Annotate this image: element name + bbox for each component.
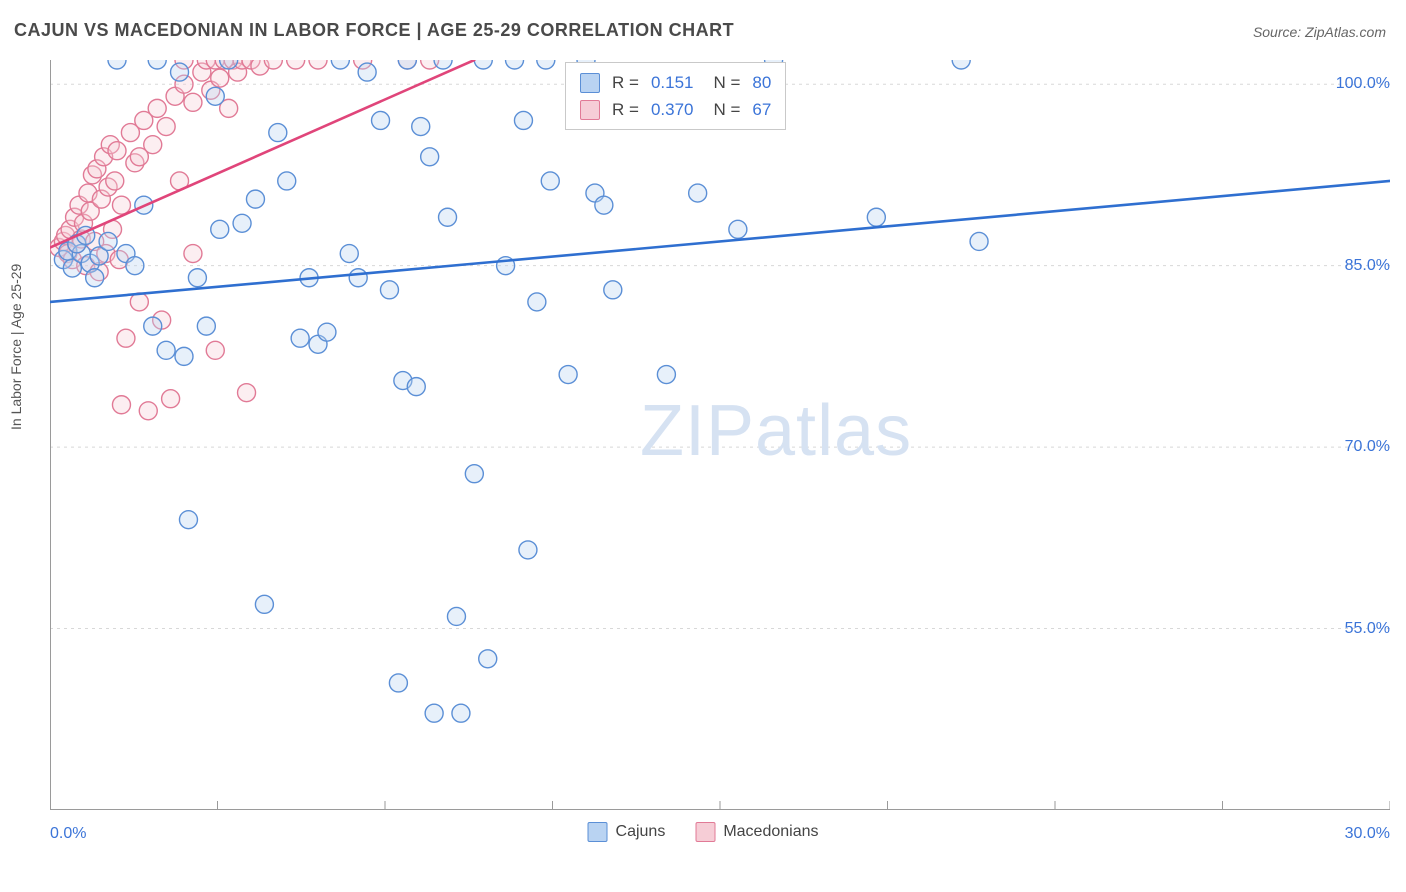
source-attribution: Source: ZipAtlas.com bbox=[1253, 24, 1386, 40]
stats-row: R = 0.151 N = 80 bbox=[580, 69, 771, 96]
x-tick-label-max: 30.0% bbox=[1345, 825, 1390, 843]
r-label: R = bbox=[612, 69, 639, 96]
legend-swatch bbox=[580, 73, 600, 93]
correlation-stats-box: R = 0.151 N = 80 R = 0.370 N = 67 bbox=[565, 62, 786, 130]
stats-row: R = 0.370 N = 67 bbox=[580, 96, 771, 123]
y-tick-label: 85.0% bbox=[1345, 257, 1390, 275]
scatter-plot-area bbox=[50, 60, 1390, 810]
legend-label: Macedonians bbox=[723, 823, 818, 840]
r-label: R = bbox=[612, 96, 639, 123]
legend: Cajuns Macedonians bbox=[588, 822, 819, 842]
n-label: N = bbox=[713, 96, 740, 123]
n-value[interactable]: 67 bbox=[752, 96, 771, 123]
y-axis-label: In Labor Force | Age 25-29 bbox=[8, 264, 24, 430]
y-tick-label: 70.0% bbox=[1345, 438, 1390, 456]
legend-swatch bbox=[695, 822, 715, 842]
legend-item: Cajuns bbox=[588, 822, 666, 842]
scatter-svg bbox=[50, 60, 1390, 810]
legend-item: Macedonians bbox=[695, 822, 818, 842]
n-value[interactable]: 80 bbox=[752, 69, 771, 96]
x-tick-label-min: 0.0% bbox=[50, 825, 86, 843]
y-tick-label: 100.0% bbox=[1336, 75, 1390, 93]
chart-title: CAJUN VS MACEDONIAN IN LABOR FORCE | AGE… bbox=[14, 20, 734, 41]
legend-swatch bbox=[580, 100, 600, 120]
legend-label: Cajuns bbox=[616, 823, 666, 840]
r-value[interactable]: 0.370 bbox=[651, 96, 694, 123]
legend-swatch bbox=[588, 822, 608, 842]
n-label: N = bbox=[713, 69, 740, 96]
y-axis-tick-labels: 55.0% 70.0% 85.0% 100.0% bbox=[1320, 60, 1390, 810]
y-tick-label: 55.0% bbox=[1345, 620, 1390, 638]
r-value[interactable]: 0.151 bbox=[651, 69, 694, 96]
